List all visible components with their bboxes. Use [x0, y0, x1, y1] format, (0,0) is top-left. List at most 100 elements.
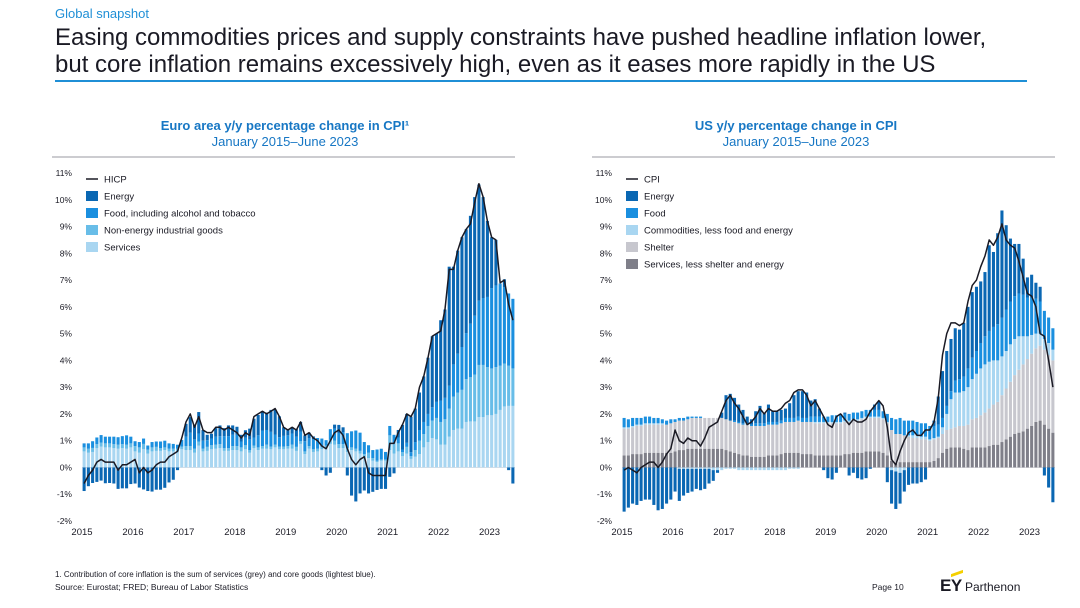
euro-bar-food-including-alcohol-and-tobacco	[290, 433, 294, 445]
us-bar-food	[817, 416, 821, 422]
euro-bar-non-energy-industrial-goods	[286, 446, 290, 449]
us-bar-shelter	[940, 434, 945, 453]
us-bar-shelter	[873, 417, 877, 452]
us-bar-energy	[732, 397, 737, 421]
us-bar-energy	[656, 467, 660, 511]
logo-ey-text: EY	[940, 576, 962, 595]
us-bar-commodities-less-food-and-energy	[788, 467, 792, 469]
us-bar-commodities-less-food-and-energy	[1038, 333, 1042, 346]
euro-bar-energy	[464, 229, 468, 334]
euro-bar-services	[112, 448, 116, 468]
us-bar-energy	[703, 468, 707, 489]
euro-bar-non-energy-industrial-goods	[490, 368, 494, 416]
euro-bar-food-including-alcohol-and-tobacco	[91, 441, 95, 448]
us-legend-label: Food	[644, 209, 666, 220]
euro-bar-energy	[447, 266, 451, 386]
euro-bar-services	[451, 429, 455, 468]
euro-bar-services	[494, 413, 498, 468]
us-bar-shelter	[1017, 369, 1021, 433]
euro-bar-energy	[226, 425, 230, 437]
euro-bar-energy	[324, 467, 328, 476]
us-bar-commodities-less-food-and-energy	[796, 467, 800, 469]
us-bar-shelter	[953, 427, 957, 448]
us-bar-energy	[800, 391, 804, 418]
us-bar-shelter	[860, 419, 864, 453]
euro-bar-food-including-alcohol-and-tobacco	[434, 401, 438, 418]
euro-bar-non-energy-industrial-goods	[303, 451, 307, 455]
us-bar-food	[749, 424, 754, 426]
euro-bar-non-energy-industrial-goods	[447, 408, 451, 437]
euro-bar-energy	[290, 427, 294, 434]
us-bar-services-less-shelter-and-energy	[783, 452, 787, 468]
euro-bar-services	[460, 428, 464, 468]
us-legend-label: Energy	[644, 192, 674, 203]
euro-bar-food-including-alcohol-and-tobacco	[494, 285, 498, 368]
us-bar-shelter	[885, 423, 889, 456]
us-bar-services-less-shelter-and-energy	[626, 455, 630, 468]
us-bar-shelter	[792, 421, 796, 453]
us-bar-food	[732, 420, 737, 422]
us-bar-food	[953, 380, 957, 393]
euro-bar-non-energy-industrial-goods	[409, 456, 413, 459]
euro-bar-non-energy-industrial-goods	[99, 442, 103, 447]
us-bar-services-less-shelter-and-energy	[779, 454, 783, 468]
us-bar-food	[928, 425, 932, 440]
us-bar-services-less-shelter-and-energy	[1017, 432, 1021, 468]
euro-bar-non-energy-industrial-goods	[95, 444, 99, 449]
us-bar-energy	[699, 468, 703, 491]
source-note: Source: Eurostat; FRED; Bureau of Labor …	[55, 582, 249, 592]
euro-bar-energy	[269, 409, 273, 432]
us-bar-commodities-less-food-and-energy	[928, 439, 932, 441]
us-bar-food	[940, 417, 945, 428]
euro-bar-services	[341, 448, 345, 468]
euro-bar-non-energy-industrial-goods	[112, 444, 116, 449]
us-bar-energy	[894, 471, 898, 509]
euro-bar-energy	[112, 467, 116, 484]
euro-bar-non-energy-industrial-goods	[341, 444, 345, 449]
us-bar-food	[639, 417, 643, 425]
us-bar-services-less-shelter-and-energy	[648, 452, 652, 468]
us-bar-commodities-less-food-and-energy	[754, 467, 758, 471]
euro-bar-services	[222, 450, 226, 468]
page-number: Page 10	[872, 582, 904, 592]
us-bar-commodities-less-food-and-energy	[1008, 344, 1012, 382]
euro-bar-food-including-alcohol-and-tobacco	[108, 436, 112, 444]
us-bar-services-less-shelter-and-energy	[864, 451, 868, 468]
us-bar-commodities-less-food-and-energy	[924, 436, 928, 440]
us-bar-energy	[868, 467, 872, 469]
us-y-tick-label: 5%	[600, 329, 613, 339]
euro-bar-food-including-alcohol-and-tobacco	[328, 429, 332, 440]
us-bar-services-less-shelter-and-energy	[1051, 432, 1055, 468]
euro-bar-non-energy-industrial-goods	[235, 446, 239, 451]
us-bar-services-less-shelter-and-energy	[957, 447, 962, 468]
us-bar-commodities-less-food-and-energy	[979, 368, 983, 416]
us-bar-food	[669, 419, 673, 424]
euro-bar-food-including-alcohol-and-tobacco	[125, 435, 129, 445]
euro-bar-energy	[350, 467, 354, 496]
us-bar-services-less-shelter-and-energy	[1034, 421, 1038, 468]
euro-bar-services	[218, 448, 222, 468]
euro-bar-non-energy-industrial-goods	[86, 448, 90, 453]
us-bar-food	[758, 423, 762, 426]
us-bar-shelter	[987, 408, 991, 447]
euro-bar-services	[184, 450, 188, 468]
euro-bar-energy	[256, 414, 260, 436]
us-bar-food	[873, 409, 877, 417]
us-bar-food	[1017, 293, 1021, 337]
euro-bar-services	[354, 451, 358, 468]
us-bar-energy	[775, 411, 779, 422]
us-bar-food	[766, 421, 770, 425]
us-bar-shelter	[924, 439, 928, 463]
euro-bar-non-energy-industrial-goods	[209, 445, 214, 450]
us-legend-swatch	[626, 259, 638, 269]
euro-bar-energy	[333, 424, 337, 429]
us-bar-shelter	[966, 424, 970, 451]
euro-bar-non-energy-industrial-goods	[426, 425, 430, 443]
euro-bar-energy	[307, 432, 311, 439]
us-bar-energy	[957, 329, 962, 380]
us-bar-energy	[979, 281, 983, 343]
us-bar-commodities-less-food-and-energy	[1013, 338, 1017, 376]
us-bar-energy	[771, 411, 775, 422]
us-bar-services-less-shelter-and-energy	[788, 452, 792, 468]
euro-bar-services	[320, 449, 324, 468]
